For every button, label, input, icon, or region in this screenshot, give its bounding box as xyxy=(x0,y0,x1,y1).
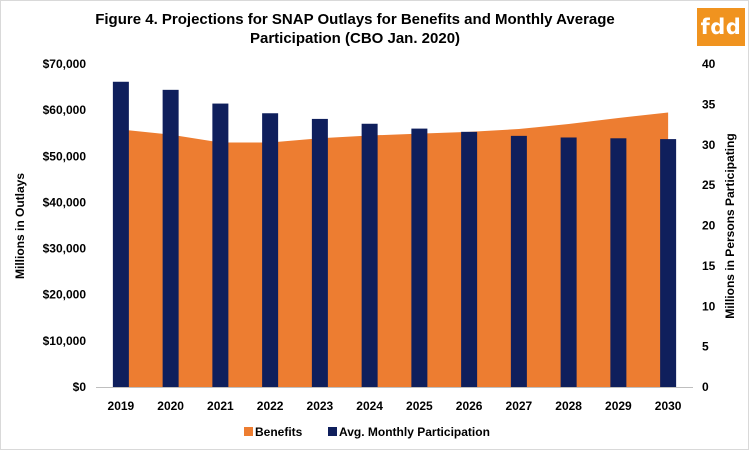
legend-swatch-benefits xyxy=(244,427,253,436)
x-tick: 2019 xyxy=(108,399,135,413)
y-axis-title-right: Millions in Persons Participating xyxy=(723,133,737,318)
y-tick-left: $70,000 xyxy=(43,57,87,71)
x-tick: 2026 xyxy=(456,399,483,413)
chart-title-line-2: Participation (CBO Jan. 2020) xyxy=(249,30,461,47)
participation-bar xyxy=(610,138,627,387)
participation-bar xyxy=(162,89,179,387)
participation-bar xyxy=(311,118,328,387)
participation-bar xyxy=(461,131,478,387)
participation-bar xyxy=(411,128,428,387)
participation-bar xyxy=(510,135,527,387)
chart-title: Figure 4. Projections for SNAP Outlays f… xyxy=(60,10,650,48)
x-tick: 2030 xyxy=(655,399,682,413)
y-tick-left: $10,000 xyxy=(43,334,87,348)
y-tick-right: 5 xyxy=(702,340,709,354)
legend: Benefits Avg. Monthly Participation xyxy=(244,425,490,439)
legend-label-benefits: Benefits xyxy=(255,425,303,439)
x-tick: 2024 xyxy=(356,399,383,413)
x-tick: 2028 xyxy=(555,399,582,413)
legend-swatch-participation xyxy=(328,427,337,436)
y-tick-right: 10 xyxy=(702,299,716,313)
participation-bar xyxy=(560,137,577,387)
y-tick-right: 25 xyxy=(702,178,716,192)
y-tick-right: 15 xyxy=(702,259,716,273)
y-tick-left: $30,000 xyxy=(43,242,87,256)
participation-bar xyxy=(660,139,677,387)
y-axis-title-left: Millions in Outlays xyxy=(13,173,27,279)
x-tick: 2023 xyxy=(307,399,334,413)
right-axis-ticks: 0 5 10 15 20 25 30 35 40 xyxy=(702,57,716,394)
y-tick-left: $40,000 xyxy=(43,195,87,209)
x-tick: 2025 xyxy=(406,399,433,413)
x-tick: 2029 xyxy=(605,399,632,413)
y-tick-right: 40 xyxy=(702,57,716,71)
y-tick-right: 30 xyxy=(702,138,716,152)
x-tick: 2022 xyxy=(257,399,284,413)
legend-label-participation: Avg. Monthly Participation xyxy=(339,425,490,439)
left-axis-ticks: $0 $10,000 $20,000 $30,000 $40,000 $50,000 $60… xyxy=(43,57,87,394)
participation-bar xyxy=(262,113,279,387)
benefits-area xyxy=(120,112,669,387)
y-tick-left: $60,000 xyxy=(43,103,87,117)
y-tick-left: $50,000 xyxy=(43,149,87,163)
y-tick-right: 35 xyxy=(702,97,716,111)
fdd-logo: fdd xyxy=(697,8,745,46)
y-tick-right: 20 xyxy=(702,219,716,233)
x-tick: 2021 xyxy=(207,399,234,413)
y-tick-left: $0 xyxy=(73,380,87,394)
participation-bar xyxy=(361,123,378,387)
x-tick: 2020 xyxy=(157,399,184,413)
participation-bars xyxy=(112,81,677,387)
y-tick-left: $20,000 xyxy=(43,288,87,302)
participation-bar xyxy=(212,103,229,387)
participation-bar xyxy=(112,81,129,387)
chart-title-line-1: Figure 4. Projections for SNAP Outlays f… xyxy=(95,11,615,28)
x-axis-ticks: 2019 2020 2021 2022 2023 2024 2025 2026 2027 2028… xyxy=(108,399,682,413)
y-tick-right: 0 xyxy=(702,380,709,394)
x-tick: 2027 xyxy=(506,399,533,413)
